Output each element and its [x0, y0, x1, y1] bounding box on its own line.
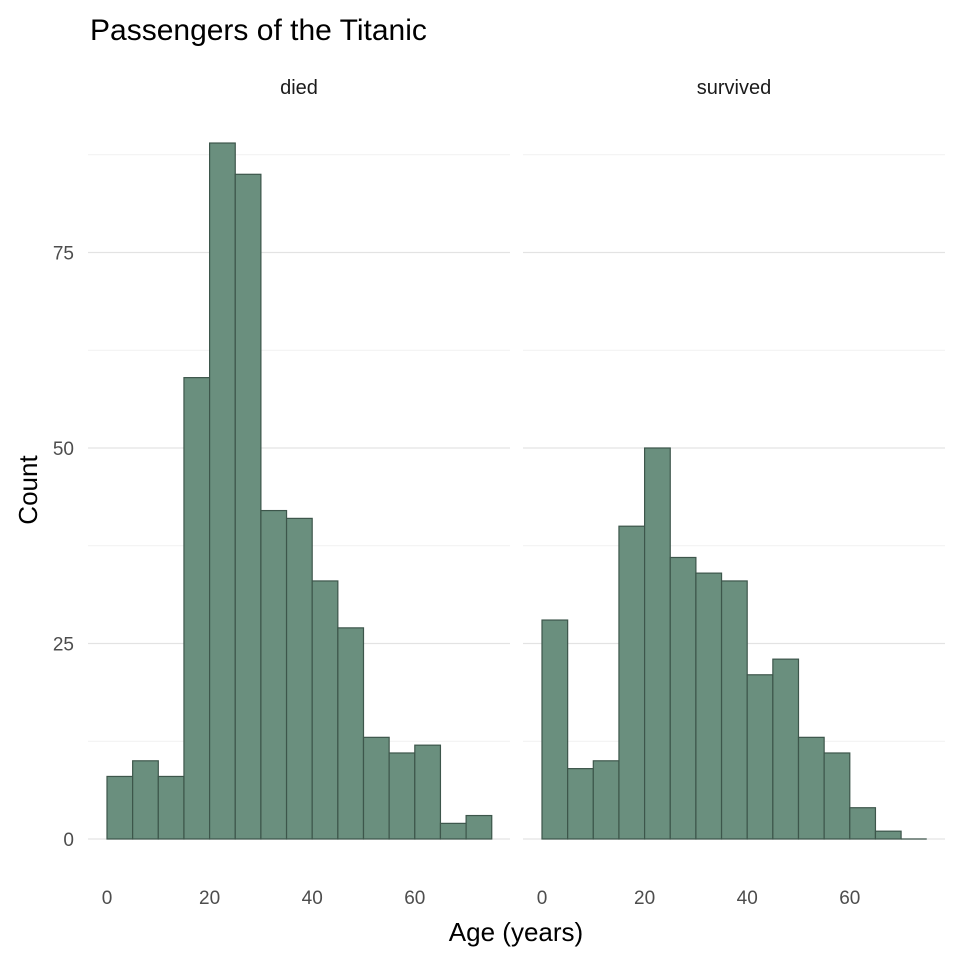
histogram-bar	[414, 744, 442, 840]
histogram-bar	[541, 619, 569, 840]
histogram-bar	[592, 760, 620, 840]
histogram-bar	[337, 627, 365, 840]
histogram-bar	[234, 173, 262, 840]
histogram-bar	[772, 658, 800, 840]
histogram-bar	[465, 814, 493, 840]
y-tick-label: 75	[53, 244, 74, 265]
x-tick-label: 60	[839, 888, 860, 909]
x-tick-label: 60	[404, 888, 425, 909]
facet-strip-label: died	[280, 77, 318, 99]
histogram-bar	[362, 736, 390, 840]
y-axis-title: Count	[13, 455, 43, 525]
x-tick-label: 0	[102, 888, 113, 909]
facet-panels: 0 25 50 75 died 0 20 40 60 survived 0 20 40 60	[53, 77, 945, 909]
x-tick-label: 40	[302, 888, 323, 909]
histogram-bar	[439, 822, 467, 840]
histogram-bar	[669, 556, 697, 840]
histogram-bar	[311, 580, 339, 840]
histogram-bar	[643, 447, 671, 840]
x-tick-label: 0	[537, 888, 548, 909]
histogram-bar	[849, 807, 877, 840]
histogram-bar	[388, 752, 416, 840]
histogram-bar	[106, 775, 134, 840]
panel-died: died 0 20 40 60	[88, 77, 510, 909]
y-tick-label: 25	[53, 635, 74, 656]
histogram-bar	[797, 736, 825, 840]
facet-strip-label: survived	[697, 77, 771, 99]
x-axis-title: Age (years)	[449, 917, 583, 947]
histogram-bar	[720, 580, 748, 840]
histogram-bar	[132, 760, 159, 840]
x-tick-label: 40	[737, 888, 758, 909]
histogram-bar	[874, 830, 902, 840]
histogram-bar	[209, 142, 236, 840]
histogram-bar	[618, 525, 646, 840]
x-tick-label: 20	[199, 888, 220, 909]
histogram-bar	[567, 768, 594, 840]
y-tick-label: 50	[53, 439, 74, 460]
histogram-bar	[157, 775, 185, 840]
histogram-bar	[285, 517, 313, 840]
histogram-bar	[260, 509, 288, 840]
x-tick-label: 20	[634, 888, 655, 909]
histogram-bar	[746, 674, 774, 840]
histogram-bar	[183, 377, 211, 840]
histogram-bar	[823, 752, 851, 840]
chart-title: Passengers of the Titanic	[90, 14, 427, 47]
panel-survived: survived 0 20 40 60	[523, 77, 945, 909]
histogram-bar	[695, 572, 723, 840]
y-tick-label: 0	[63, 830, 74, 851]
